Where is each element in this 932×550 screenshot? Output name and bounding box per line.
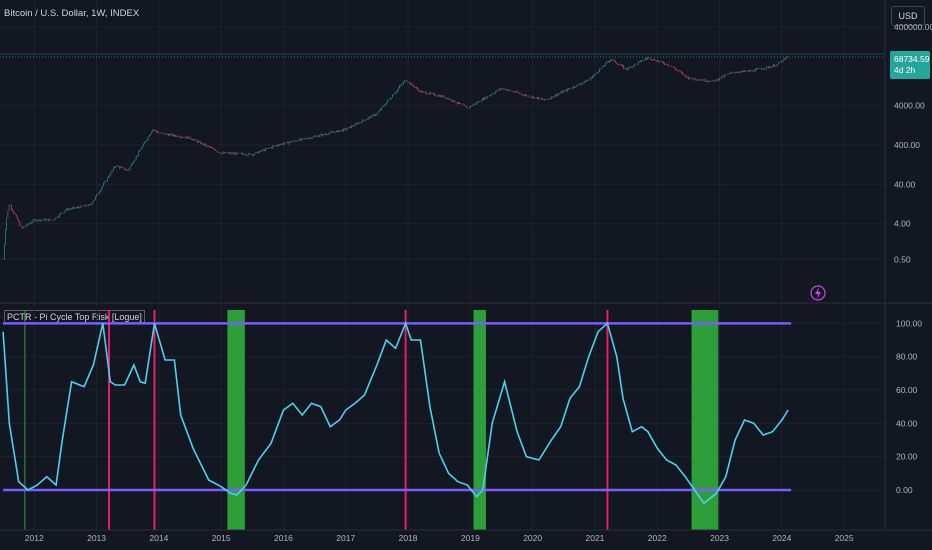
time-tick-label: 2013 xyxy=(87,533,106,543)
price-grid xyxy=(0,26,885,260)
price-tick-label: 400000.00 xyxy=(894,22,932,32)
price-axis: 400000.00 4000.00 400.00 40.00 4.00 0.50 xyxy=(894,22,932,264)
risk-line xyxy=(2,320,789,505)
chart-title: Bitcoin / U.S. Dollar, 1W, INDEX xyxy=(4,8,140,19)
time-tick-label: 2017 xyxy=(336,533,355,543)
top-signals xyxy=(108,310,609,530)
time-tick-label: 2025 xyxy=(835,533,854,543)
time-tick-label: 2012 xyxy=(25,533,44,543)
price-tag-value: 68734.59 xyxy=(894,54,930,64)
price-tick-label: 0.50 xyxy=(894,254,911,264)
time-tick-label: 2014 xyxy=(149,533,168,543)
lightning-icon[interactable] xyxy=(810,285,826,301)
price-tag: 68734.59 4d 2h xyxy=(890,50,930,79)
price-tick-label: 4000.00 xyxy=(894,101,925,111)
time-tick-label: 2016 xyxy=(274,533,293,543)
currency-button[interactable]: USD xyxy=(891,6,925,26)
price-tick-label: 4.00 xyxy=(894,219,911,229)
bottom-zone xyxy=(691,310,719,530)
time-tick-label: 2015 xyxy=(212,533,231,543)
price-tick-label: 400.00 xyxy=(894,140,920,150)
price-tag-countdown: 4d 2h xyxy=(894,65,916,75)
time-tick-label: 2019 xyxy=(461,533,480,543)
time-tick-label: 2023 xyxy=(710,533,729,543)
bottom-zone xyxy=(227,310,245,530)
time-axis: 2012 2013 2014 2015 2016 2017 2018 2019 2020 2021… xyxy=(25,533,854,543)
risk-bands xyxy=(3,322,792,492)
indicator-tick-label: 20.00 xyxy=(896,452,918,462)
indicator-tick-label: 60.00 xyxy=(896,385,918,395)
price-tag-box xyxy=(890,50,930,79)
time-tick-label: 2024 xyxy=(772,533,791,543)
indicator-axis: 100.00 80.00 60.00 40.00 20.00 0.00 xyxy=(896,318,922,495)
time-tick-label: 2021 xyxy=(586,533,605,543)
indicator-tick-label: 100.00 xyxy=(896,318,922,328)
time-tick-label: 2020 xyxy=(523,533,542,543)
price-tick-label: 40.00 xyxy=(894,179,916,189)
indicator-tick-label: 40.00 xyxy=(896,418,918,428)
indicator-tick-label: 80.00 xyxy=(896,352,918,362)
indicator-tick-label: 0.00 xyxy=(896,485,913,495)
bottom-zone xyxy=(473,310,486,530)
time-tick-label: 2018 xyxy=(399,533,418,543)
bottom-zones xyxy=(24,310,719,530)
time-tick-label: 2022 xyxy=(648,533,667,543)
price-candles xyxy=(0,53,885,260)
indicator-grid xyxy=(0,0,885,530)
